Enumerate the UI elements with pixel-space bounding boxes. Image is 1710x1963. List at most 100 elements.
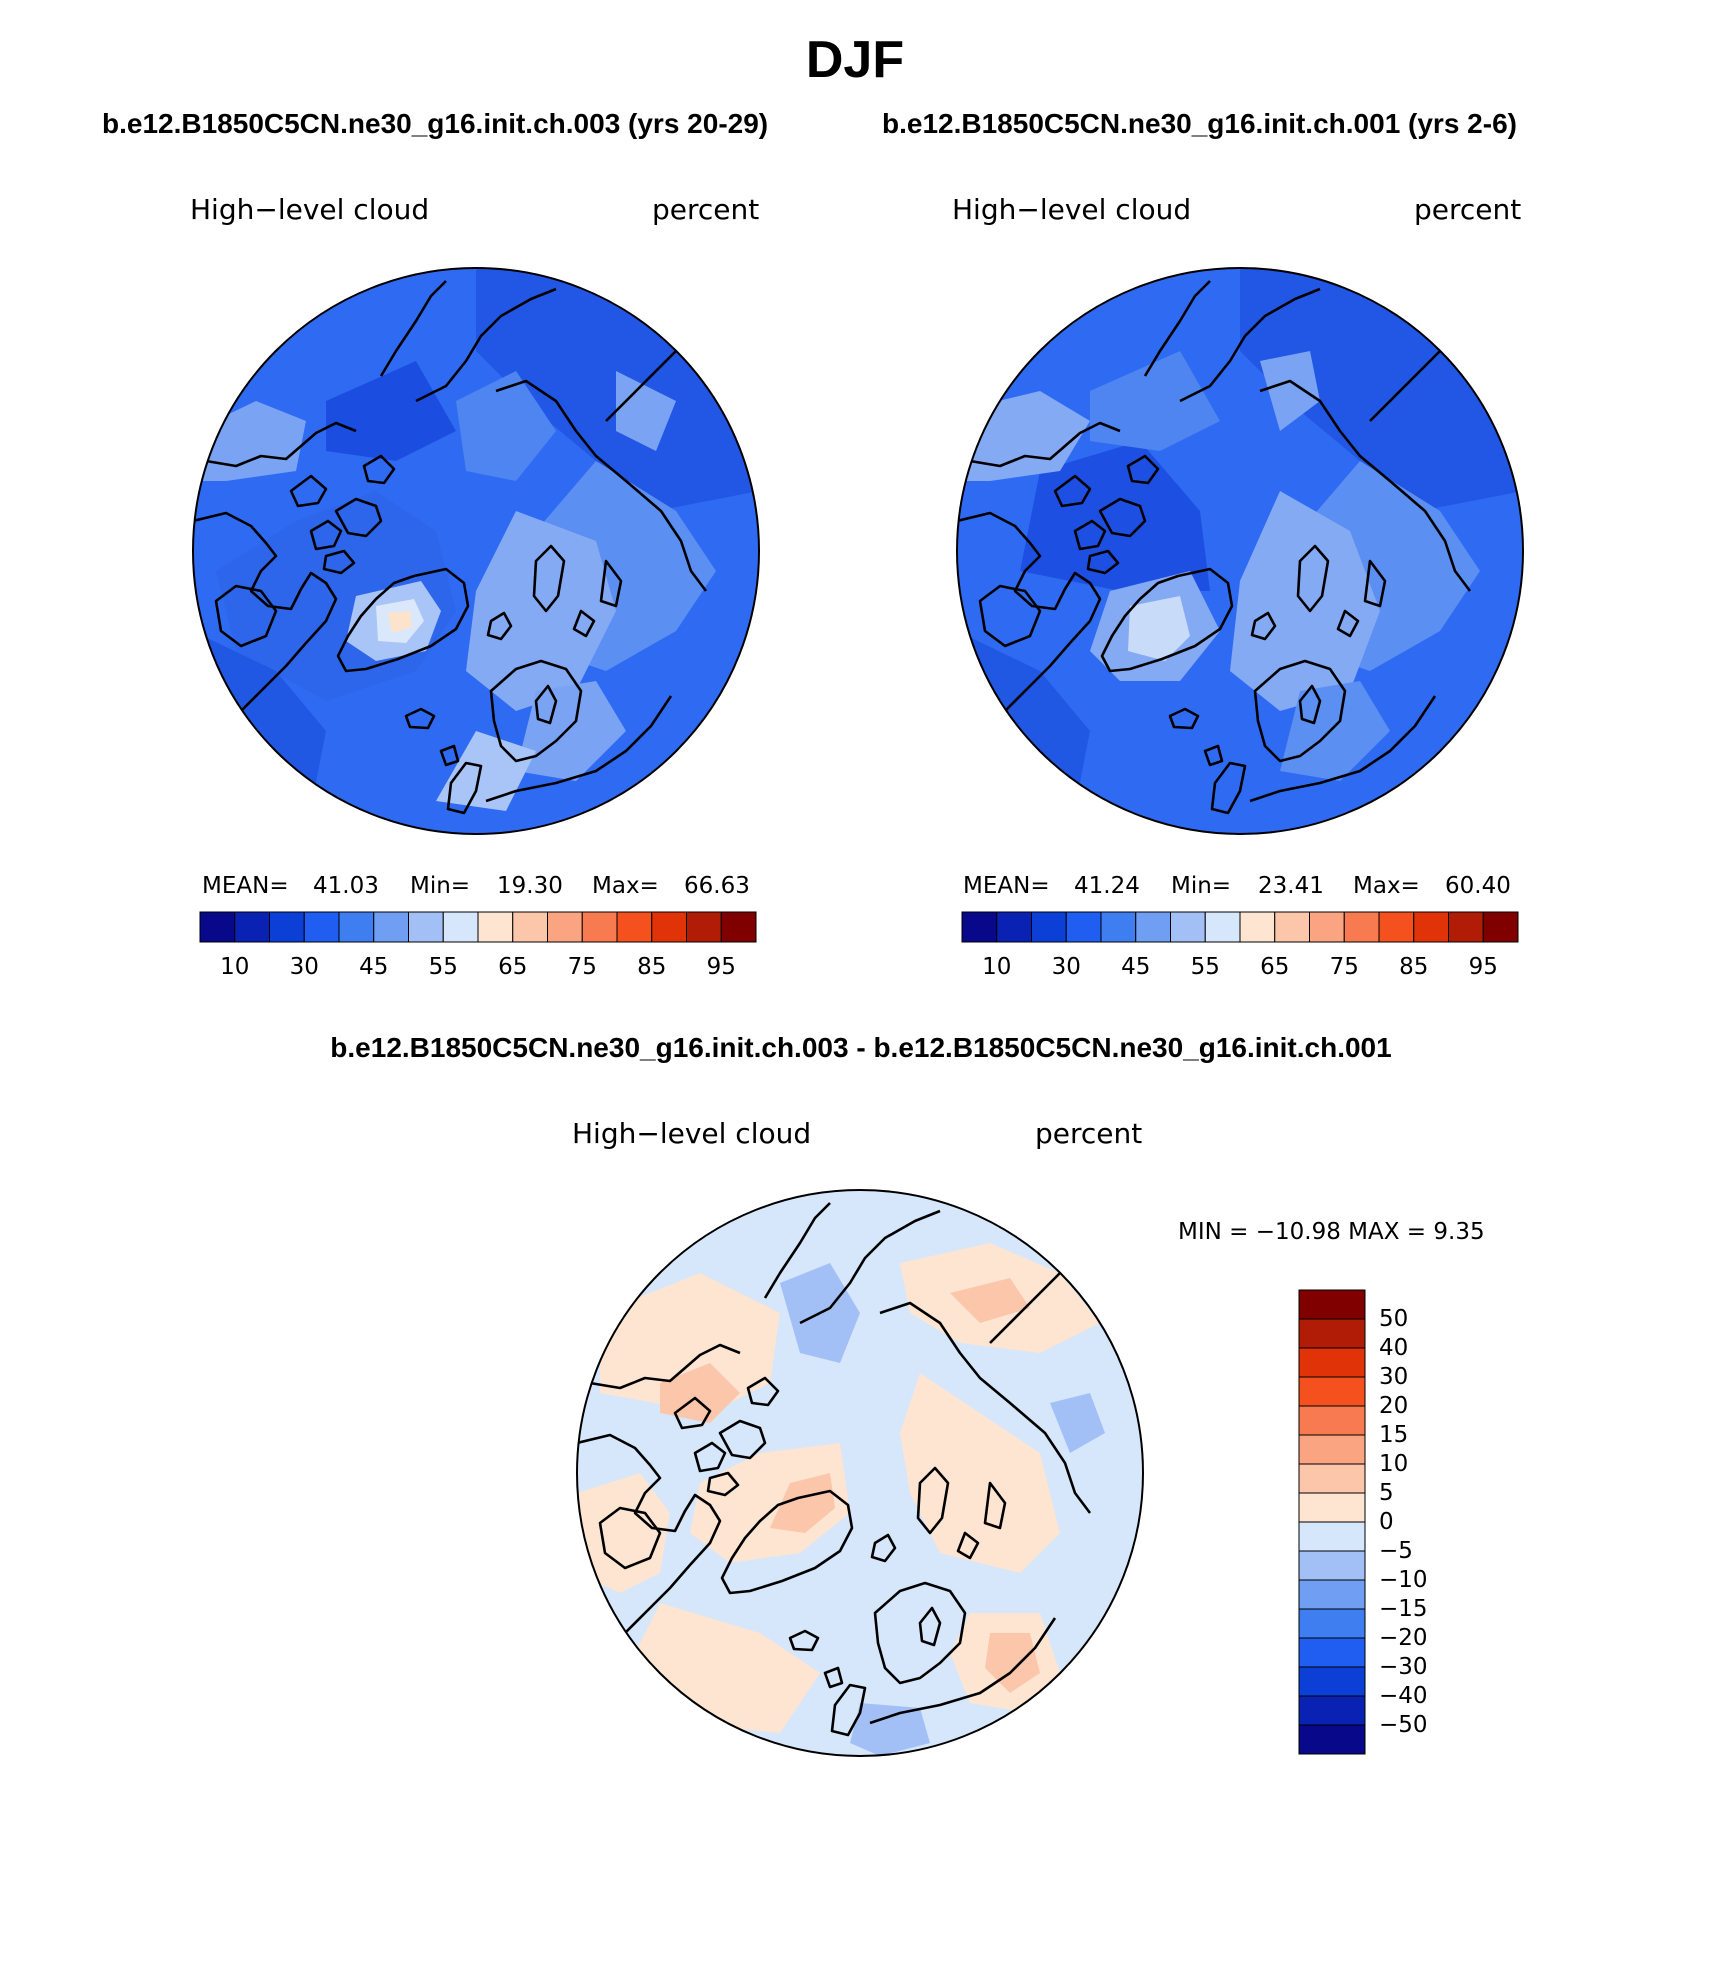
panel2-colorbar-tick-label: 55 bbox=[1190, 954, 1220, 980]
panel1-colorbar-swatch-12 bbox=[616, 911, 653, 943]
panel2-colorbar-tick-label: 85 bbox=[1399, 954, 1429, 980]
difference-colorbar-tick-label: 10 bbox=[1379, 1451, 1409, 1477]
panel1-colorbar-swatch-10 bbox=[547, 911, 583, 943]
panel1-min-value: 19.30 bbox=[497, 873, 563, 899]
panel1-colorbar-swatch-3 bbox=[303, 911, 340, 943]
panel2-variable-label: High−level cloud bbox=[952, 193, 1192, 226]
difference-colorbar-tick-label: 30 bbox=[1379, 1364, 1409, 1390]
season-title: DJF bbox=[805, 31, 905, 89]
panel1-min-label: Min= bbox=[410, 873, 471, 899]
difference-colorbar-tick-label: −10 bbox=[1379, 1567, 1428, 1593]
panel2-colorbar-swatch-5 bbox=[1135, 911, 1171, 943]
panel2-colorbar-swatch-0 bbox=[961, 911, 998, 943]
panel2-colorbar-tick-label: 75 bbox=[1329, 954, 1359, 980]
panel2-mean-label: MEAN= bbox=[963, 873, 1050, 899]
panel2-colorbar-swatch-8 bbox=[1239, 911, 1276, 943]
panel2-colorbar-tick-label: 95 bbox=[1468, 954, 1498, 980]
panel1-colorbar-swatch-7 bbox=[442, 911, 479, 943]
panel1-colorbar-swatch-5 bbox=[373, 911, 409, 943]
panel2-min-value: 23.41 bbox=[1258, 873, 1324, 899]
panel2-colorbar-tick-label: 10 bbox=[982, 954, 1012, 980]
difference-colorbar-tick-label: −30 bbox=[1379, 1654, 1428, 1680]
difference-colorbar-tick-label: −50 bbox=[1379, 1712, 1428, 1738]
difference-colorbar-tick-label: −40 bbox=[1379, 1683, 1428, 1709]
difference-colorbar-tick-label: −15 bbox=[1379, 1596, 1428, 1622]
panel1-colorbar-tick-label: 45 bbox=[359, 954, 389, 980]
panel2-colorbar-tick-label: 65 bbox=[1260, 954, 1290, 980]
difference-colorbar-tick-label: 40 bbox=[1379, 1335, 1409, 1361]
panel1-colorbar-swatch-6 bbox=[408, 911, 444, 943]
difference-colorbar-tick-label: 15 bbox=[1379, 1422, 1409, 1448]
panel2-colorbar bbox=[961, 911, 1519, 943]
panel2-mean-value: 41.24 bbox=[1074, 873, 1140, 899]
difference-colorbar-tick-label: 5 bbox=[1379, 1480, 1394, 1506]
difference-colorbar-swatch-9 bbox=[1298, 1550, 1366, 1581]
panel2-colorbar-swatch-13 bbox=[1413, 911, 1449, 943]
case1-title: b.e12.B1850C5CN.ne30_g16.init.ch.003 (yr… bbox=[102, 108, 769, 139]
panel1-mean-label: MEAN= bbox=[202, 873, 289, 899]
difference-colorbar-swatch-10 bbox=[1298, 1579, 1366, 1610]
panel1-colorbar-swatch-11 bbox=[581, 911, 618, 943]
panel1-colorbar-swatch-2 bbox=[269, 911, 305, 943]
panel2-colorbar-swatch-6 bbox=[1170, 911, 1206, 943]
panel2-units-label: percent bbox=[1414, 193, 1522, 226]
panel1-colorbar-swatch-9 bbox=[512, 911, 548, 943]
panel1-variable-label: High−level cloud bbox=[190, 193, 430, 226]
panel1-colorbar-swatch-14 bbox=[686, 911, 722, 943]
difference-colorbar-tick-label: 50 bbox=[1379, 1306, 1409, 1332]
panel2-colorbar-swatch-1 bbox=[996, 911, 1032, 943]
panel2-colorbar-swatch-11 bbox=[1343, 911, 1380, 943]
difference-colorbar-swatch-0 bbox=[1298, 1289, 1366, 1320]
difference-colorbar-swatch-7 bbox=[1298, 1492, 1366, 1523]
panel2-colorbar-swatch-10 bbox=[1309, 911, 1345, 943]
panel1-colorbar-tick-label: 95 bbox=[706, 954, 736, 980]
difference-colorbar-swatch-1 bbox=[1298, 1318, 1366, 1349]
panel1-max-label: Max= bbox=[592, 873, 659, 899]
panel2-colorbar-swatch-4 bbox=[1100, 911, 1137, 943]
panel3-units-label: percent bbox=[1035, 1117, 1143, 1150]
panel2-colorbar-tick-label: 45 bbox=[1121, 954, 1151, 980]
panel2-max-label: Max= bbox=[1353, 873, 1420, 899]
difference-colorbar-swatch-6 bbox=[1298, 1463, 1366, 1494]
panel1-colorbar-tick-label: 30 bbox=[289, 954, 319, 980]
panel2-max-value: 60.40 bbox=[1445, 873, 1511, 899]
case2-title: b.e12.B1850C5CN.ne30_g16.init.ch.001 (yr… bbox=[882, 108, 1517, 139]
panel2-colorbar-swatch-12 bbox=[1378, 911, 1415, 943]
difference-colorbar-swatch-13 bbox=[1298, 1666, 1366, 1697]
panel1-colorbar-tick-label: 65 bbox=[498, 954, 528, 980]
difference-title: b.e12.B1850C5CN.ne30_g16.init.ch.003 - b… bbox=[330, 1032, 1392, 1063]
difference-colorbar-tick-label: 20 bbox=[1379, 1393, 1409, 1419]
panel1-colorbar-tick-label: 85 bbox=[637, 954, 667, 980]
panel2-colorbar-tick-label: 30 bbox=[1051, 954, 1081, 980]
panel1-colorbar bbox=[199, 911, 757, 943]
panel1-units-label: percent bbox=[652, 193, 760, 226]
difference-colorbar bbox=[1298, 1289, 1366, 1755]
panel1-colorbar-swatch-15 bbox=[720, 911, 757, 943]
difference-colorbar-tick-label: −20 bbox=[1379, 1625, 1428, 1651]
difference-colorbar-swatch-14 bbox=[1298, 1695, 1366, 1726]
difference-colorbar-tick-label: 0 bbox=[1379, 1509, 1394, 1535]
panel1-colorbar-tick-label: 55 bbox=[428, 954, 458, 980]
panel1-colorbar-swatch-8 bbox=[477, 911, 514, 943]
difference-colorbar-swatch-4 bbox=[1298, 1405, 1366, 1436]
panel3-min-max: MIN = −10.98 MAX = 9.35 bbox=[1178, 1219, 1485, 1245]
panel2-colorbar-swatch-15 bbox=[1482, 911, 1519, 943]
panel1-colorbar-swatch-1 bbox=[234, 911, 270, 943]
panel1-colorbar-swatch-0 bbox=[199, 911, 236, 943]
panel2-colorbar-swatch-9 bbox=[1274, 911, 1310, 943]
panel1-colorbar-swatch-13 bbox=[651, 911, 687, 943]
difference-colorbar-swatch-11 bbox=[1298, 1608, 1366, 1639]
panel2-colorbar-swatch-3 bbox=[1065, 911, 1102, 943]
panel2-min-label: Min= bbox=[1171, 873, 1232, 899]
panel1-mean-value: 41.03 bbox=[313, 873, 379, 899]
difference-colorbar-swatch-5 bbox=[1298, 1434, 1366, 1465]
difference-colorbar-swatch-2 bbox=[1298, 1347, 1366, 1378]
panel1-colorbar-swatch-4 bbox=[338, 911, 375, 943]
difference-colorbar-swatch-12 bbox=[1298, 1637, 1366, 1668]
difference-colorbar-swatch-8 bbox=[1298, 1521, 1366, 1552]
difference-colorbar-swatch-15 bbox=[1298, 1724, 1366, 1755]
panel3-variable-label: High−level cloud bbox=[572, 1117, 812, 1150]
